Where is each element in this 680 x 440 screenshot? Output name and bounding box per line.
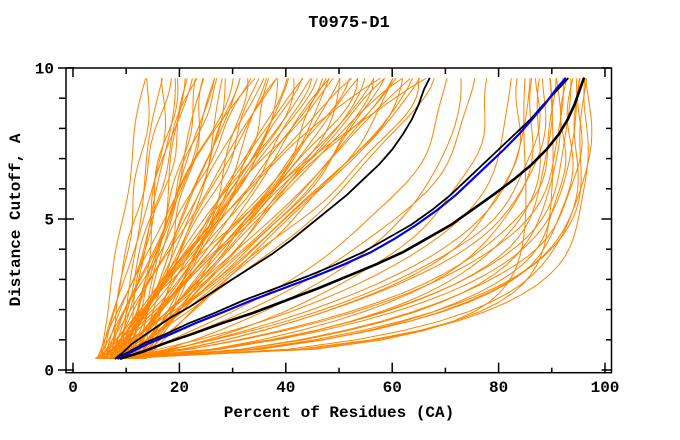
model-curve [96,78,188,359]
tick-label: 0 [44,363,54,381]
model-curve [110,78,150,359]
model-curve [114,78,578,359]
model-curve [120,78,359,359]
model-curve [111,78,198,359]
model-curve [135,78,534,359]
model-curve [97,78,252,359]
model-curve [130,78,462,359]
model-curve [101,78,193,359]
highlight-curve-black-best [119,77,585,360]
tick-label: 20 [170,379,189,397]
model-curve [113,78,476,359]
tick-label: 10 [35,61,54,79]
model-curve [120,78,163,359]
model-curve [124,78,265,359]
model-curve [117,78,413,359]
model-curve [104,78,289,359]
y-axis-label: Distance Cutoff, A [7,133,25,306]
model-curve [109,78,234,359]
model-curve [139,78,341,359]
model-curve [110,78,588,359]
model-curve [131,78,327,359]
axis-layer: 0 20 40 60 80 100 0 5 10 [35,61,620,398]
tick-label: 60 [383,379,402,397]
highlight-curve-blue-highlight [117,77,567,360]
tick-label: 0 [68,379,78,397]
model-curve [99,78,427,359]
model-curve [123,78,277,359]
model-curve [103,78,574,359]
tick-label: 100 [591,379,620,397]
model-curve [113,78,277,359]
tick-label: 5 [44,212,54,230]
model-curve [103,78,172,359]
model-curve [145,78,404,359]
model-curve [130,78,593,359]
model-curve [131,78,547,359]
tick-label: 40 [276,379,295,397]
model-curve [106,78,330,359]
model-curve [116,78,557,359]
model-curve [109,78,352,359]
curves-layer [95,77,593,360]
model-curve [120,78,448,359]
model-curve [112,78,564,359]
model-curve [138,78,420,359]
model-curve [116,78,295,359]
highlight-curve-black-companion [114,77,569,360]
model-curve [120,78,589,359]
chart-title: T0975-D1 [308,14,390,33]
model-curve [121,78,541,359]
x-axis-label: Percent of Residues (CA) [224,404,454,422]
model-curve [104,78,256,359]
model-curve [107,78,411,359]
model-curve [99,78,147,359]
model-curve [114,78,381,359]
model-curve [106,78,215,359]
model-curve [103,78,375,359]
model-curve [127,78,420,359]
model-curve [102,78,394,359]
model-curve [134,78,572,359]
model-curve [127,78,562,359]
model-curve [137,78,385,359]
highlight-curve-black-mid [114,77,431,360]
model-curve [111,78,435,359]
model-curve [125,78,488,359]
tick-label: 80 [489,379,508,397]
model-curve [109,78,541,359]
model-curve [110,78,554,359]
